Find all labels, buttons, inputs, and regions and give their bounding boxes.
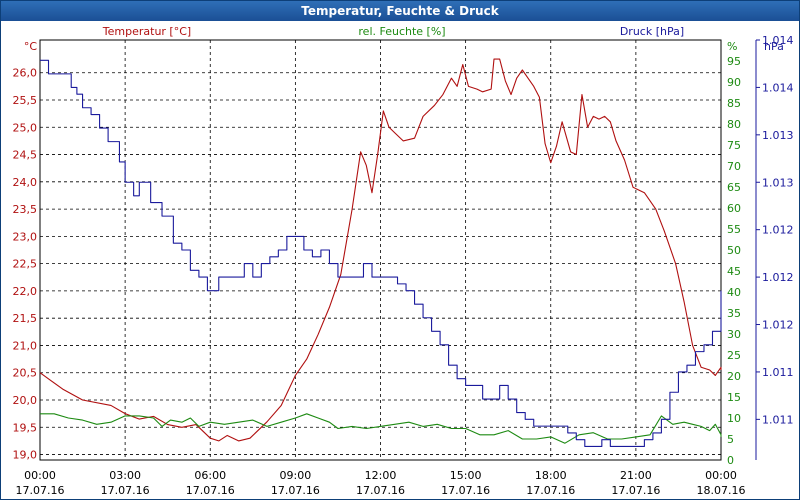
- humidity-tick-label: 20: [727, 370, 741, 383]
- x-tick-time-label: 09:00: [280, 469, 312, 482]
- temperature-tick-label: 20,5: [13, 367, 38, 380]
- humidity-tick-label: 25: [727, 349, 741, 362]
- temperature-tick-label: 21,0: [13, 339, 38, 352]
- humidity-tick-label: 60: [727, 202, 741, 215]
- plot-frame: [39, 39, 722, 461]
- humidity-tick-label: 35: [727, 307, 741, 320]
- grid: [39, 40, 722, 460]
- humidity-legend: rel. Feuchte [%]: [358, 25, 445, 38]
- x-tick-time-label: 03:00: [109, 469, 141, 482]
- pressure-tick-label: 1.011: [762, 366, 794, 379]
- axes: [39, 39, 760, 461]
- x-tick-date-label: 17.07.16: [101, 484, 150, 497]
- x-tick-date-label: 17.07.16: [611, 484, 660, 497]
- temperature-tick-label: 21,5: [13, 312, 38, 325]
- series-lines: [39, 58, 722, 448]
- humidity-tick-label: 70: [727, 160, 741, 173]
- pressure-tick-label: 1.012: [762, 271, 794, 284]
- humidity-tick-label: 90: [727, 76, 741, 89]
- pressure-tick-label: 1.014: [762, 81, 794, 94]
- humidity-tick-label: 75: [727, 139, 741, 152]
- humidity-unit-label: %: [727, 40, 737, 53]
- humidity-tick-label: 30: [727, 328, 741, 341]
- temperature-tick-label: 20,0: [13, 394, 38, 407]
- humidity-tick-label: 5: [727, 433, 734, 446]
- humidity-tick-label: 0: [727, 454, 734, 467]
- humidity-tick-label: 95: [727, 55, 741, 68]
- temperature-tick-label: 19,0: [13, 449, 38, 462]
- series-line-humidity: [40, 413, 722, 444]
- humidity-tick-label: 65: [727, 181, 741, 194]
- x-tick-date-label: 17.07.16: [16, 484, 65, 497]
- temperature-tick-label: 19,5: [13, 421, 38, 434]
- humidity-tick-label: 55: [727, 223, 741, 236]
- temperature-tick-label: 25,5: [13, 94, 38, 107]
- temperature-tick-label: 22,5: [13, 258, 38, 271]
- humidity-tick-label: 50: [727, 244, 741, 257]
- series-line-pressure: [40, 59, 722, 448]
- temperature-tick-label: 23,0: [13, 230, 38, 243]
- x-tick-date-label: 17.07.16: [441, 484, 490, 497]
- pressure-tick-label: 1.012: [762, 224, 794, 237]
- chart-title: Temperatur, Feuchte & Druck: [1, 1, 799, 21]
- pressure-unit-label: hPa: [764, 40, 784, 53]
- x-tick-date-label: 17.07.16: [186, 484, 235, 497]
- x-tick-time-label: 00:00: [24, 469, 56, 482]
- pressure-tick-label: 1.013: [762, 176, 794, 189]
- x-tick-date-label: 17.07.16: [271, 484, 320, 497]
- temperature-tick-label: 24,0: [13, 176, 38, 189]
- humidity-tick-label: 40: [727, 286, 741, 299]
- temperature-legend: Temperatur [°C]: [102, 25, 191, 38]
- axis-labels: 00:00 17.07.16 03:00 17.07.16 06:00 17.07.16 0…: [13, 25, 794, 497]
- temperature-unit-label: °C: [24, 40, 38, 53]
- temperature-tick-label: 24,5: [13, 149, 38, 162]
- x-tick-time-label: 21:00: [620, 469, 652, 482]
- x-tick-time-label: 15:00: [450, 469, 482, 482]
- temperature-tick-label: 23,5: [13, 203, 38, 216]
- x-tick-time-label: 12:00: [365, 469, 397, 482]
- x-tick-time-label: 06:00: [194, 469, 226, 482]
- humidity-tick-label: 10: [727, 412, 741, 425]
- temperature-tick-label: 25,0: [13, 121, 38, 134]
- x-tick-date-label: 18.07.16: [697, 484, 746, 497]
- pressure-tick-label: 1.012: [762, 319, 794, 332]
- series-line-temperature: [39, 58, 722, 442]
- pressure-legend: Druck [hPa]: [620, 25, 684, 38]
- humidity-tick-label: 80: [727, 118, 741, 131]
- temperature-tick-label: 26,0: [13, 67, 38, 80]
- x-tick-time-label: 18:00: [535, 469, 567, 482]
- pressure-tick-label: 1.014: [762, 34, 794, 47]
- humidity-tick-label: 85: [727, 97, 741, 110]
- x-tick-time-label: 00:00: [705, 469, 737, 482]
- x-tick-date-label: 17.07.16: [526, 484, 575, 497]
- humidity-tick-label: 15: [727, 391, 741, 404]
- temperature-tick-label: 22,0: [13, 285, 38, 298]
- pressure-tick-label: 1.011: [762, 413, 794, 426]
- x-tick-date-label: 17.07.16: [356, 484, 405, 497]
- pressure-tick-label: 1.013: [762, 129, 794, 142]
- humidity-tick-label: 45: [727, 265, 741, 278]
